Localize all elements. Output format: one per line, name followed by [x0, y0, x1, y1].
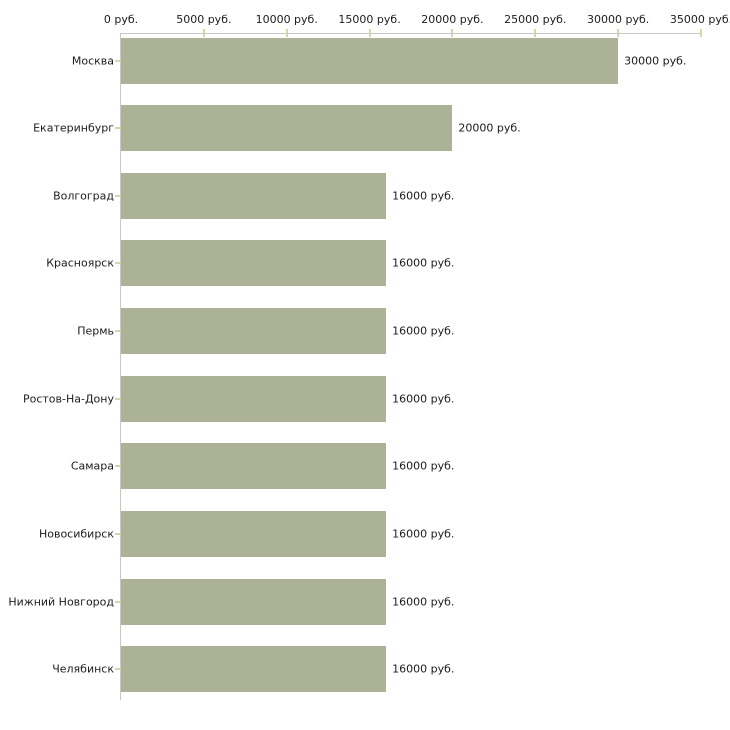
y-tick-mark: [115, 668, 121, 671]
x-axis-line: [121, 33, 701, 34]
y-tick-mark: [115, 465, 121, 468]
value-label: 16000 руб.: [392, 392, 455, 406]
x-tick-label: 0 руб.: [103, 13, 139, 26]
value-label: 16000 руб.: [392, 662, 455, 676]
y-tick-mark: [115, 127, 121, 130]
value-label: 16000 руб.: [392, 256, 455, 270]
category-label: Ростов-На-Дону: [22, 392, 114, 406]
category-label: Новосибирск: [38, 527, 114, 541]
x-tick-mark: [285, 29, 288, 37]
y-tick-mark: [115, 330, 121, 333]
bar: [121, 308, 387, 355]
y-tick-mark: [115, 59, 121, 62]
x-tick-label: 20000 руб.: [421, 13, 484, 26]
y-axis-line: [120, 33, 121, 700]
value-label: 16000 руб.: [392, 459, 455, 473]
bar: [121, 511, 387, 558]
bar: [121, 105, 453, 152]
value-label: 16000 руб.: [392, 189, 455, 203]
y-tick-mark: [115, 397, 121, 400]
bar: [121, 578, 387, 625]
category-label: Самара: [70, 459, 114, 473]
value-label: 16000 руб.: [392, 324, 455, 338]
category-label: Волгоград: [53, 189, 114, 203]
x-tick-label: 10000 руб.: [255, 13, 318, 26]
x-tick-mark: [617, 29, 620, 37]
x-tick-mark: [534, 29, 537, 37]
y-tick-mark: [115, 262, 121, 265]
value-label: 20000 руб.: [458, 121, 521, 135]
x-tick-label: 35000 руб.: [669, 13, 730, 26]
category-label: Челябинск: [52, 662, 114, 676]
value-label: 30000 руб.: [624, 54, 687, 67]
value-label: 16000 руб.: [392, 595, 455, 609]
x-tick-label: 30000 руб.: [587, 13, 650, 26]
bar: [121, 240, 387, 287]
x-tick-mark: [700, 29, 702, 37]
bar: [121, 443, 387, 490]
x-tick-mark: [368, 29, 371, 37]
x-tick-label: 15000 руб.: [338, 13, 401, 26]
category-label: Екатеринбург: [33, 121, 114, 135]
y-tick-mark: [115, 533, 121, 536]
y-tick-mark: [115, 600, 121, 603]
x-tick-mark: [451, 29, 454, 37]
value-label: 16000 руб.: [392, 527, 455, 541]
bar: [121, 37, 619, 84]
bar: [121, 375, 387, 422]
category-label: Москва: [71, 54, 114, 67]
x-tick-label: 25000 руб.: [504, 13, 567, 26]
x-tick-label: 5000 руб.: [176, 13, 232, 26]
x-tick-mark: [202, 29, 205, 37]
y-tick-mark: [115, 194, 121, 197]
category-label: Нижний Новгород: [8, 595, 114, 609]
category-label: Пермь: [77, 324, 114, 338]
category-label: Красноярск: [46, 256, 114, 270]
bar: [121, 172, 387, 219]
bar: [121, 646, 387, 693]
